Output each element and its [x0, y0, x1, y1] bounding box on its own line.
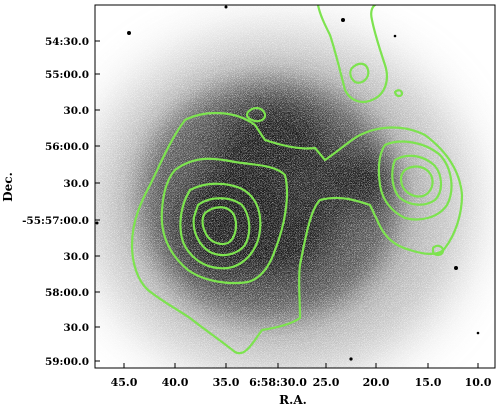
x-tick-label: 20.0	[363, 376, 390, 389]
x-tick-labels: 45.0 40.0 35.0 6:58:30.0 25.0 20.0 15.0 …	[111, 376, 492, 389]
point-sources	[95, 5, 480, 361]
xray-image	[95, 5, 495, 368]
x-tick-marks	[123, 363, 479, 368]
contour-north	[316, 5, 389, 104]
y-axis-label: Dec.	[1, 172, 15, 202]
x-axis-label: R.A.	[279, 393, 307, 407]
y-tick-label: 30.0	[63, 105, 89, 117]
contour-overlay	[130, 5, 464, 355]
y-tick-label: 58:00.0	[45, 287, 89, 299]
contour-level-4	[192, 197, 251, 257]
x-tick-label: 40.0	[162, 376, 189, 389]
contour-small	[245, 107, 267, 123]
contour-level-5	[201, 206, 238, 246]
contour-level-3	[179, 182, 262, 270]
contour-right-2	[377, 140, 453, 221]
y-tick-label: 30.0	[63, 251, 89, 263]
x-tick-label: 15.0	[415, 376, 442, 389]
y-tick-marks	[95, 40, 100, 362]
x-tick-label: 10.0	[465, 376, 492, 389]
x-tick-label: 35.0	[213, 376, 240, 389]
contour-right-3	[391, 154, 443, 206]
contour-outer-left	[130, 111, 464, 355]
x-tick-label: 6:58:30.0	[249, 376, 307, 389]
y-tick-label: 30.0	[63, 178, 89, 190]
x-tick-label: 25.0	[313, 376, 340, 389]
y-tick-label: 55:00.0	[45, 69, 89, 81]
y-tick-label: -55:57:00.0	[22, 215, 89, 227]
y-tick-label: 30.0	[63, 322, 89, 334]
x-tick-label: 45.0	[111, 376, 138, 389]
contour-small-3	[431, 244, 445, 256]
contour-north-blob	[349, 62, 370, 84]
plot-frame	[94, 4, 496, 369]
y-tick-label: 59:00.0	[45, 356, 89, 368]
contour-level-2	[160, 157, 289, 285]
contour-right-4	[399, 165, 434, 198]
y-tick-labels: 54:30.0 55:00.0 30.0 56:00.0 30.0 -55:57…	[22, 36, 89, 368]
y-tick-label: 54:30.0	[45, 36, 89, 48]
y-tick-label: 56:00.0	[45, 141, 89, 153]
contour-small-2	[393, 89, 404, 98]
